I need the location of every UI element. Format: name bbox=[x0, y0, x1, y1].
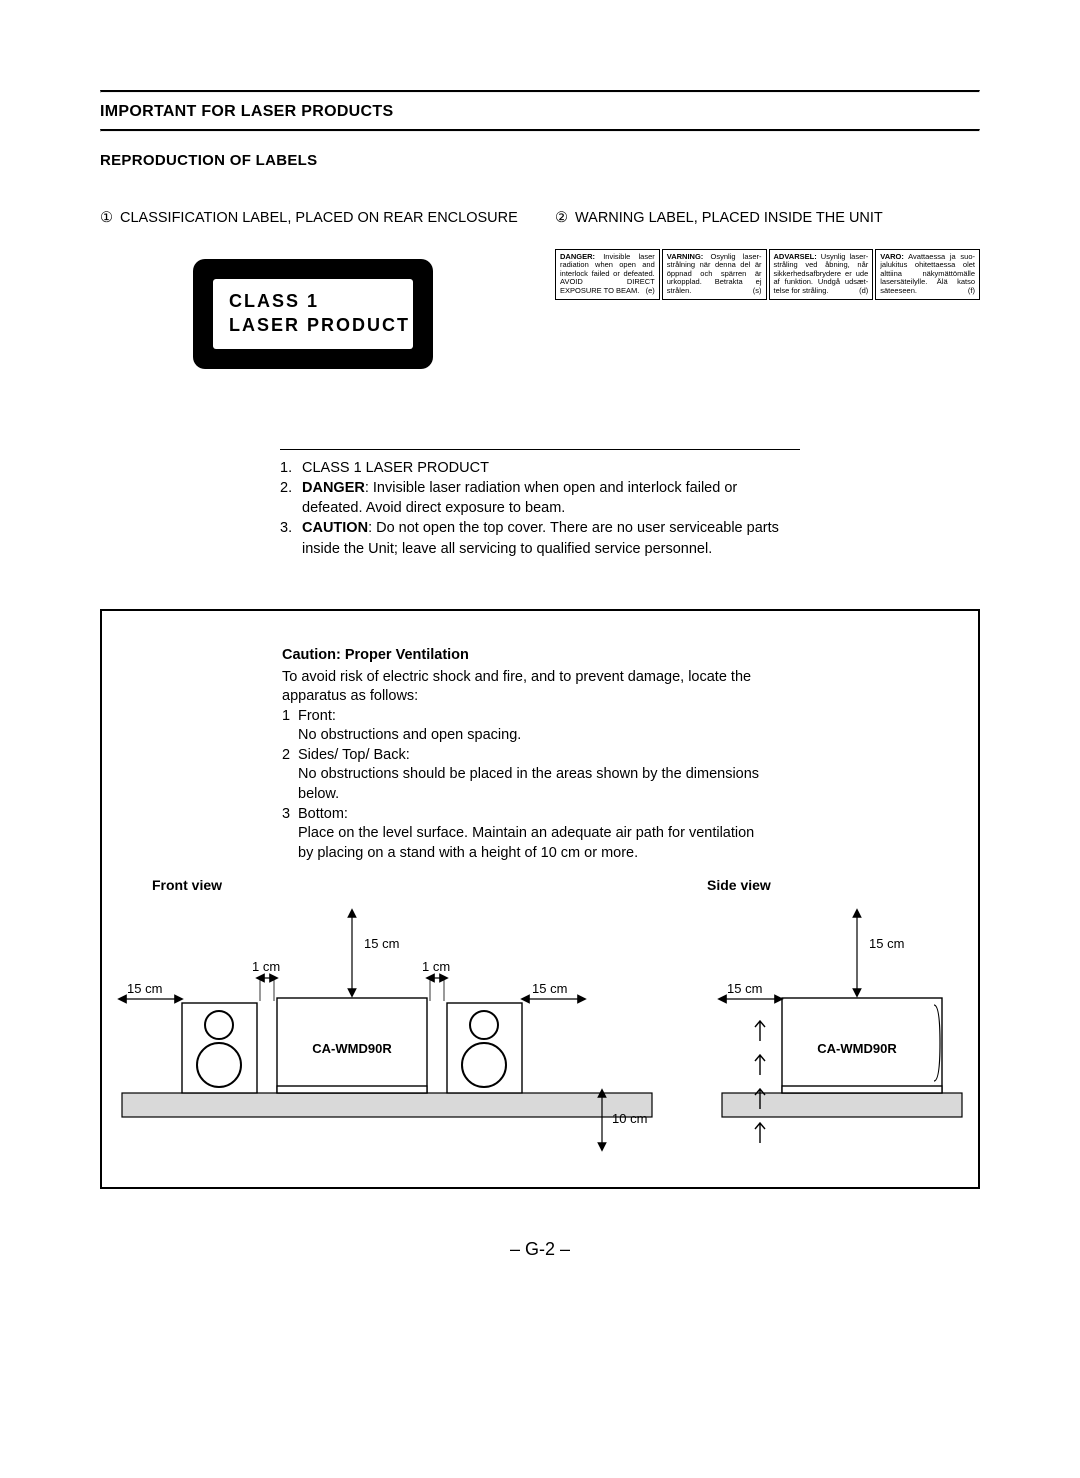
warning-boxes: DANGER: Invisible laser radiation when o… bbox=[555, 249, 980, 300]
vent-item-3-t: Place on the level surface. Maintain an … bbox=[298, 825, 754, 861]
class-label-line2: LASER PRODUCT bbox=[229, 314, 410, 337]
list-item-1: 1.CLASS 1 LASER PRODUCT bbox=[280, 458, 800, 478]
warn-box-2-l: (d) bbox=[859, 287, 868, 296]
warn-box-0: DANGER: Invisible laser radiation when o… bbox=[555, 249, 660, 300]
list-item-3-b: CAUTION bbox=[302, 520, 368, 536]
side-view-diagram: CA-WMD90R 15 cm 15 cm bbox=[722, 913, 962, 1143]
warn-box-3-l: (f) bbox=[968, 287, 975, 296]
page: IMPORTANT FOR LASER PRODUCTS REPRODUCTIO… bbox=[0, 0, 1080, 1478]
list-item-2-t: : Invisible laser radiation when open an… bbox=[302, 480, 737, 516]
labels-row: ①CLASSIFICATION LABEL, PLACED ON REAR EN… bbox=[100, 209, 980, 369]
label-col-1: ①CLASSIFICATION LABEL, PLACED ON REAR EN… bbox=[100, 209, 525, 369]
ventilation-intro: To avoid risk of electric shock and fire… bbox=[282, 668, 762, 707]
header-subtitle: REPRODUCTION OF LABELS bbox=[100, 152, 980, 169]
warn-box-2: ADVARSEL: Usynlig laser-stråling ved åbn… bbox=[769, 249, 874, 300]
label-item-1-num: ① bbox=[100, 209, 120, 229]
classification-label: CLASS 1 LASER PRODUCT bbox=[193, 259, 433, 369]
list-item-2: 2.DANGER: Invisible laser radiation when… bbox=[280, 478, 800, 519]
vent-item-3-h: Bottom: bbox=[298, 806, 348, 822]
warn-box-1-l: (s) bbox=[753, 287, 762, 296]
warn-box-3: VARO: Avattaessa ja suo-jalukitus ohitet… bbox=[875, 249, 980, 300]
list-item-3-n: 3. bbox=[280, 518, 302, 559]
label-item-2: ②WARNING LABEL, PLACED INSIDE THE UNIT bbox=[555, 209, 980, 229]
label-col-2: ②WARNING LABEL, PLACED INSIDE THE UNIT D… bbox=[555, 209, 980, 369]
mid-section: 1.CLASS 1 LASER PRODUCT 2.DANGER: Invisi… bbox=[280, 449, 800, 559]
mid-rule bbox=[100, 129, 980, 132]
side-view-label: Side view bbox=[707, 877, 771, 893]
dim-right-15: 15 cm bbox=[532, 981, 567, 996]
warn-box-1: VARNING: Osynlig laser-strålning när den… bbox=[662, 249, 767, 300]
front-model-text: CA-WMD90R bbox=[312, 1041, 392, 1056]
dim-1cm-right: 1 cm bbox=[422, 959, 450, 974]
mid-section-rule bbox=[280, 449, 800, 450]
vent-item-3-n: 3 bbox=[282, 805, 298, 864]
dim-side-back-15: 15 cm bbox=[727, 981, 762, 996]
label-item-2-num: ② bbox=[555, 209, 575, 229]
vent-item-2-t: No obstructions should be placed in the … bbox=[298, 766, 759, 802]
dim-left-15: 15 cm bbox=[127, 981, 162, 996]
vent-item-3: 3Bottom: Place on the level surface. Main… bbox=[282, 805, 762, 864]
ventilation-text: Caution: Proper Ventilation To avoid ris… bbox=[282, 646, 762, 863]
list-item-1-n: 1. bbox=[280, 458, 302, 478]
numbered-list: 1.CLASS 1 LASER PRODUCT 2.DANGER: Invisi… bbox=[280, 458, 800, 559]
dim-1cm-left: 1 cm bbox=[252, 959, 280, 974]
dim-bottom-10: 10 cm bbox=[612, 1111, 647, 1126]
ventilation-heading: Caution: Proper Ventilation bbox=[282, 646, 762, 666]
vent-item-2: 2Sides/ Top/ Back: No obstructions should… bbox=[282, 746, 762, 805]
dim-side-top-15: 15 cm bbox=[869, 936, 904, 951]
top-rule bbox=[100, 90, 980, 93]
label-item-1: ①CLASSIFICATION LABEL, PLACED ON REAR EN… bbox=[100, 209, 525, 229]
list-item-3-t: : Do not open the top cover. There are n… bbox=[302, 520, 779, 556]
vent-item-1-t: No obstructions and open spacing. bbox=[298, 727, 521, 743]
class-label-line1: CLASS 1 bbox=[229, 290, 410, 313]
vent-item-2-h: Sides/ Top/ Back: bbox=[298, 747, 410, 763]
list-item-3: 3.CAUTION: Do not open the top cover. Th… bbox=[280, 518, 800, 559]
ventilation-box: Caution: Proper Ventilation To avoid ris… bbox=[100, 609, 980, 1189]
vent-item-2-n: 2 bbox=[282, 746, 298, 805]
front-view-label: Front view bbox=[152, 877, 707, 893]
vent-item-1-n: 1 bbox=[282, 707, 298, 746]
label-item-1-text: CLASSIFICATION LABEL, PLACED ON REAR ENC… bbox=[120, 210, 518, 226]
view-labels-row: Front view Side view bbox=[102, 877, 978, 893]
vent-item-1: 1Front: No obstructions and open spacing. bbox=[282, 707, 762, 746]
label-item-2-text: WARNING LABEL, PLACED INSIDE THE UNIT bbox=[575, 210, 883, 226]
side-model-text: CA-WMD90R bbox=[817, 1041, 897, 1056]
page-number: – G-2 – bbox=[100, 1239, 980, 1260]
classification-label-inner: CLASS 1 LASER PRODUCT bbox=[213, 279, 413, 349]
vent-item-1-h: Front: bbox=[298, 708, 336, 724]
diagram-area: CA-WMD90R 15 cm 1 cm bbox=[102, 893, 978, 1153]
list-item-2-b: DANGER bbox=[302, 480, 365, 496]
warn-box-0-l: (e) bbox=[646, 287, 655, 296]
list-item-1-t: CLASS 1 LASER PRODUCT bbox=[302, 458, 489, 478]
list-item-2-n: 2. bbox=[280, 478, 302, 519]
dim-top-15: 15 cm bbox=[364, 936, 399, 951]
diagram-svg: CA-WMD90R 15 cm 1 cm bbox=[102, 893, 978, 1153]
front-view-diagram: CA-WMD90R 15 cm 1 cm bbox=[122, 913, 652, 1147]
header-title: IMPORTANT FOR LASER PRODUCTS bbox=[100, 103, 980, 121]
